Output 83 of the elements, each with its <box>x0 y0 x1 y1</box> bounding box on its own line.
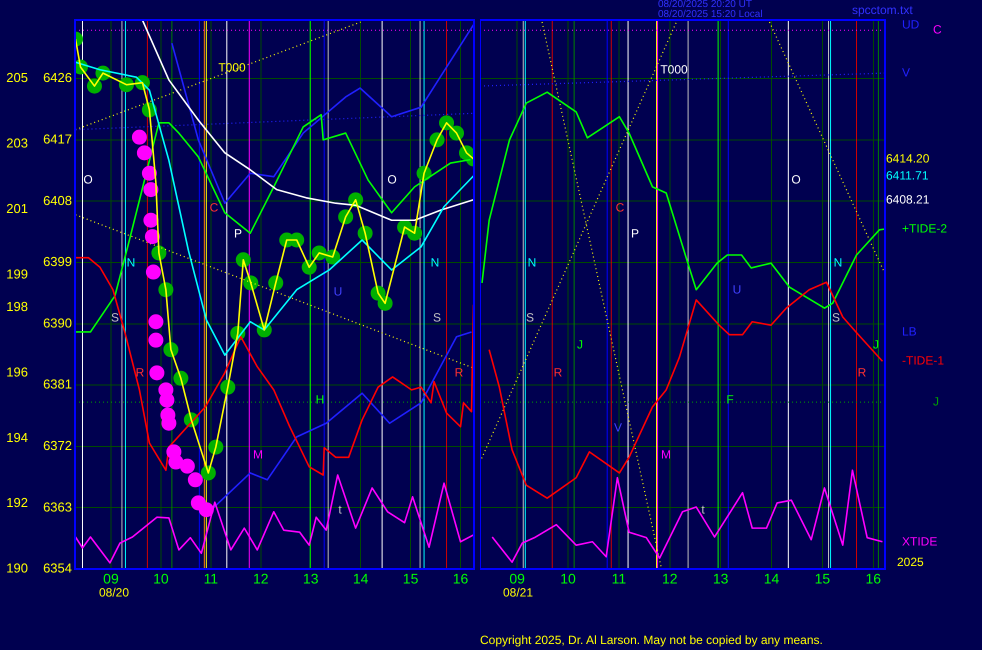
x-tick-label: 10 <box>153 570 169 586</box>
y2-tick-label: 196 <box>6 364 28 380</box>
x-tick-label: 13 <box>712 570 729 586</box>
x-tick-label: 13 <box>302 570 319 586</box>
annotation: J <box>873 338 879 352</box>
x-tick-label: 11 <box>204 570 218 586</box>
x-tick-label: 12 <box>662 570 678 586</box>
text: Copyright 2025, Dr. Al Larson. May not be copied by any means. <box>480 633 823 647</box>
series-label: -TIDE-1 <box>902 354 944 368</box>
annotation: N <box>430 256 440 270</box>
annotation: t <box>338 502 342 516</box>
annotation: O <box>791 172 801 186</box>
annotation: M <box>661 448 671 462</box>
y2-tick-label: 198 <box>6 298 28 314</box>
y2-tick-label: 203 <box>6 136 28 151</box>
annotation: V <box>614 420 622 434</box>
annotation: J <box>577 338 583 352</box>
text: 08/20 <box>98 586 130 600</box>
ref-line-label: J <box>933 394 939 409</box>
annotation: R <box>454 366 464 380</box>
y2-tick-label: 192 <box>6 495 28 510</box>
annotation: S <box>432 310 442 324</box>
annotation: t <box>701 502 705 516</box>
y-tick-label: 6381 <box>43 376 72 392</box>
text: 6408.21 <box>886 192 930 206</box>
annotation: M <box>253 448 263 462</box>
annotation: S <box>110 310 120 324</box>
x-tick-label: 09 <box>103 570 119 586</box>
annotation: R <box>858 366 866 380</box>
y-tick-label: 6354 <box>43 560 72 576</box>
x-tick-label: 14 <box>352 570 369 586</box>
y-tick-label: 6399 <box>43 254 72 270</box>
annotation: F <box>726 392 734 406</box>
x-tick-label: 16 <box>452 570 469 586</box>
x-tick-label: 16 <box>866 570 882 586</box>
annotation: C <box>616 200 624 214</box>
text: 6411.71 <box>886 168 928 182</box>
y-tick-label: 6417 <box>43 131 72 146</box>
series-label: V <box>902 66 910 80</box>
ref-line-label: C <box>933 22 942 37</box>
annotation: C <box>210 200 218 214</box>
y2-tick-label: 190 <box>6 560 28 576</box>
y2-tick-label: 194 <box>6 430 28 445</box>
annotation: R <box>554 366 562 380</box>
annotation: N <box>126 256 136 270</box>
annotation: P <box>630 226 640 240</box>
y2-tick-label: 205 <box>6 70 28 86</box>
annotation: U <box>732 282 742 296</box>
annotation: R <box>136 366 144 380</box>
annotation: O <box>387 172 397 186</box>
x-tick-label: 14 <box>764 570 780 586</box>
text: LB <box>902 324 917 338</box>
x-tick-label: 12 <box>252 570 269 586</box>
y-tick-label: 6363 <box>43 499 72 514</box>
annotation: T000 <box>660 62 688 76</box>
annotation: S <box>832 310 840 324</box>
annotation: S <box>526 310 534 324</box>
y-tick-label: 6408 <box>43 192 72 208</box>
text: spcctom.txt <box>852 3 913 17</box>
text: 2025 <box>897 555 924 569</box>
x-tick-label: 15 <box>402 570 419 586</box>
x-tick-label: 11 <box>612 570 626 586</box>
y2-tick-label: 201 <box>6 200 28 216</box>
text: 08/20/2025 20:20 UT <box>658 0 752 10</box>
text: UD <box>902 17 920 32</box>
x-tick-label: 15 <box>814 570 830 586</box>
y-tick-label: 6390 <box>43 315 72 330</box>
annotation: N <box>834 256 842 270</box>
y2-tick-label: 199 <box>6 266 28 282</box>
annotation: O <box>83 172 93 186</box>
annotation: N <box>528 256 536 270</box>
y-tick-label: 6372 <box>43 438 72 453</box>
x-tick-label: 09 <box>509 570 526 586</box>
annotation: P <box>234 226 242 240</box>
x-tick-label: 10 <box>560 570 576 586</box>
series-label: +TIDE-2 <box>902 222 948 236</box>
y-tick-label: 6426 <box>43 70 72 86</box>
text: 08/20/2025 15:20 Local <box>658 9 763 20</box>
text: 08/21 <box>502 586 534 600</box>
annotation: H <box>316 392 324 406</box>
annotation: U <box>334 284 342 298</box>
text: 6414.20 <box>886 152 930 166</box>
series-label: XTIDE <box>902 534 938 548</box>
